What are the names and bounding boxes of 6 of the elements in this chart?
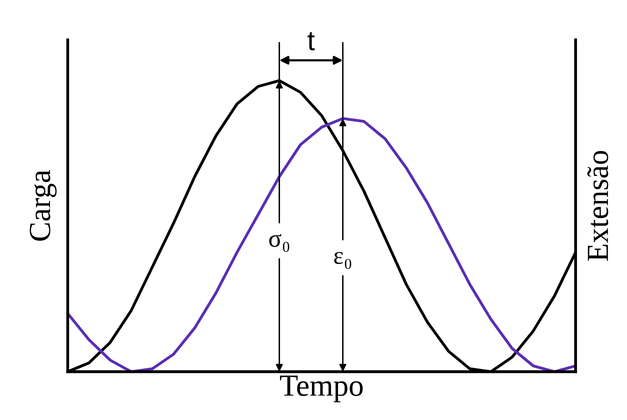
y-axis-title: Carga xyxy=(30,170,57,241)
annotation: ε₀ xyxy=(334,252,352,269)
annotation: σ₀ xyxy=(269,234,290,252)
text: t xyxy=(308,32,315,50)
y2-axis-title: Extensão xyxy=(587,150,608,261)
x-axis-title: Tempo xyxy=(280,376,363,402)
